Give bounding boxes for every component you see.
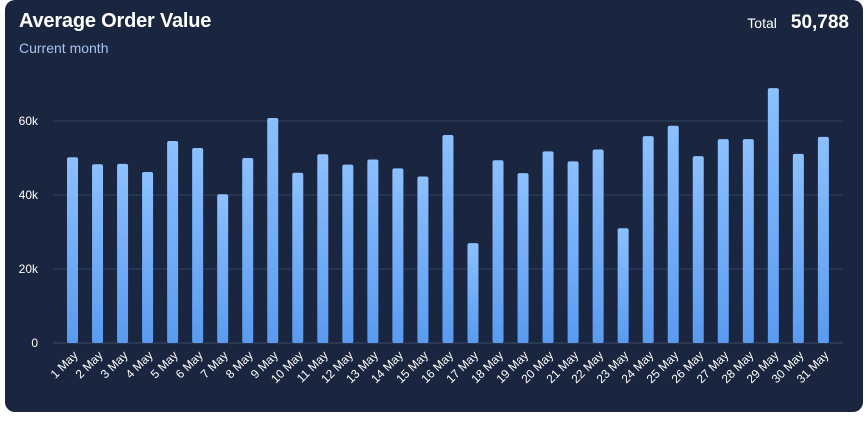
bar[interactable] bbox=[92, 164, 104, 343]
bar[interactable] bbox=[792, 153, 804, 343]
bar[interactable] bbox=[717, 139, 729, 343]
x-tick-label: 5 May bbox=[148, 348, 181, 381]
bar[interactable] bbox=[167, 140, 179, 343]
y-tick-label: 40k bbox=[19, 188, 39, 202]
bar[interactable] bbox=[617, 228, 629, 343]
bar[interactable] bbox=[267, 118, 279, 343]
bar[interactable] bbox=[742, 139, 754, 343]
bar[interactable] bbox=[592, 149, 604, 343]
bar[interactable] bbox=[692, 156, 704, 343]
bar[interactable] bbox=[567, 161, 579, 343]
total-summary: Total 50,788 bbox=[747, 12, 849, 34]
x-tick-label: 1 May bbox=[48, 348, 81, 381]
x-tick-label: 6 May bbox=[173, 348, 206, 381]
bar[interactable] bbox=[467, 243, 479, 343]
bar[interactable] bbox=[392, 168, 404, 343]
y-tick-label: 20k bbox=[19, 262, 39, 276]
y-axis-ticks: 0 20k 40k 60k bbox=[19, 114, 39, 350]
x-tick-label: 2 May bbox=[73, 348, 106, 381]
bar[interactable] bbox=[317, 154, 329, 343]
bar[interactable] bbox=[642, 136, 654, 343]
x-tick-label: 3 May bbox=[98, 348, 131, 381]
bar[interactable] bbox=[217, 194, 229, 343]
x-tick-label: 4 May bbox=[123, 348, 156, 381]
bar[interactable] bbox=[292, 172, 304, 343]
bar[interactable] bbox=[542, 151, 554, 343]
chart-title: Average Order Value bbox=[19, 10, 212, 32]
bar[interactable] bbox=[117, 163, 129, 343]
total-label: Total bbox=[747, 15, 777, 31]
total-value: 50,788 bbox=[790, 12, 849, 33]
bar[interactable] bbox=[442, 135, 454, 343]
chart-subtitle: Current month bbox=[19, 40, 109, 56]
bar[interactable] bbox=[142, 172, 154, 343]
bars bbox=[67, 88, 829, 343]
bar[interactable] bbox=[67, 157, 78, 343]
bar[interactable] bbox=[817, 136, 829, 343]
bar[interactable] bbox=[417, 176, 429, 344]
bar[interactable] bbox=[342, 164, 354, 343]
bar[interactable] bbox=[192, 148, 204, 343]
bar[interactable] bbox=[492, 160, 504, 343]
bar[interactable] bbox=[517, 173, 529, 343]
x-tick-label: 8 May bbox=[223, 348, 256, 381]
bar[interactable] bbox=[767, 88, 779, 343]
bar[interactable] bbox=[667, 125, 679, 343]
y-tick-label: 0 bbox=[31, 336, 38, 350]
y-tick-label: 60k bbox=[19, 114, 39, 128]
x-tick-label: 7 May bbox=[198, 348, 231, 381]
bar[interactable] bbox=[367, 159, 379, 343]
bar[interactable] bbox=[242, 158, 254, 343]
